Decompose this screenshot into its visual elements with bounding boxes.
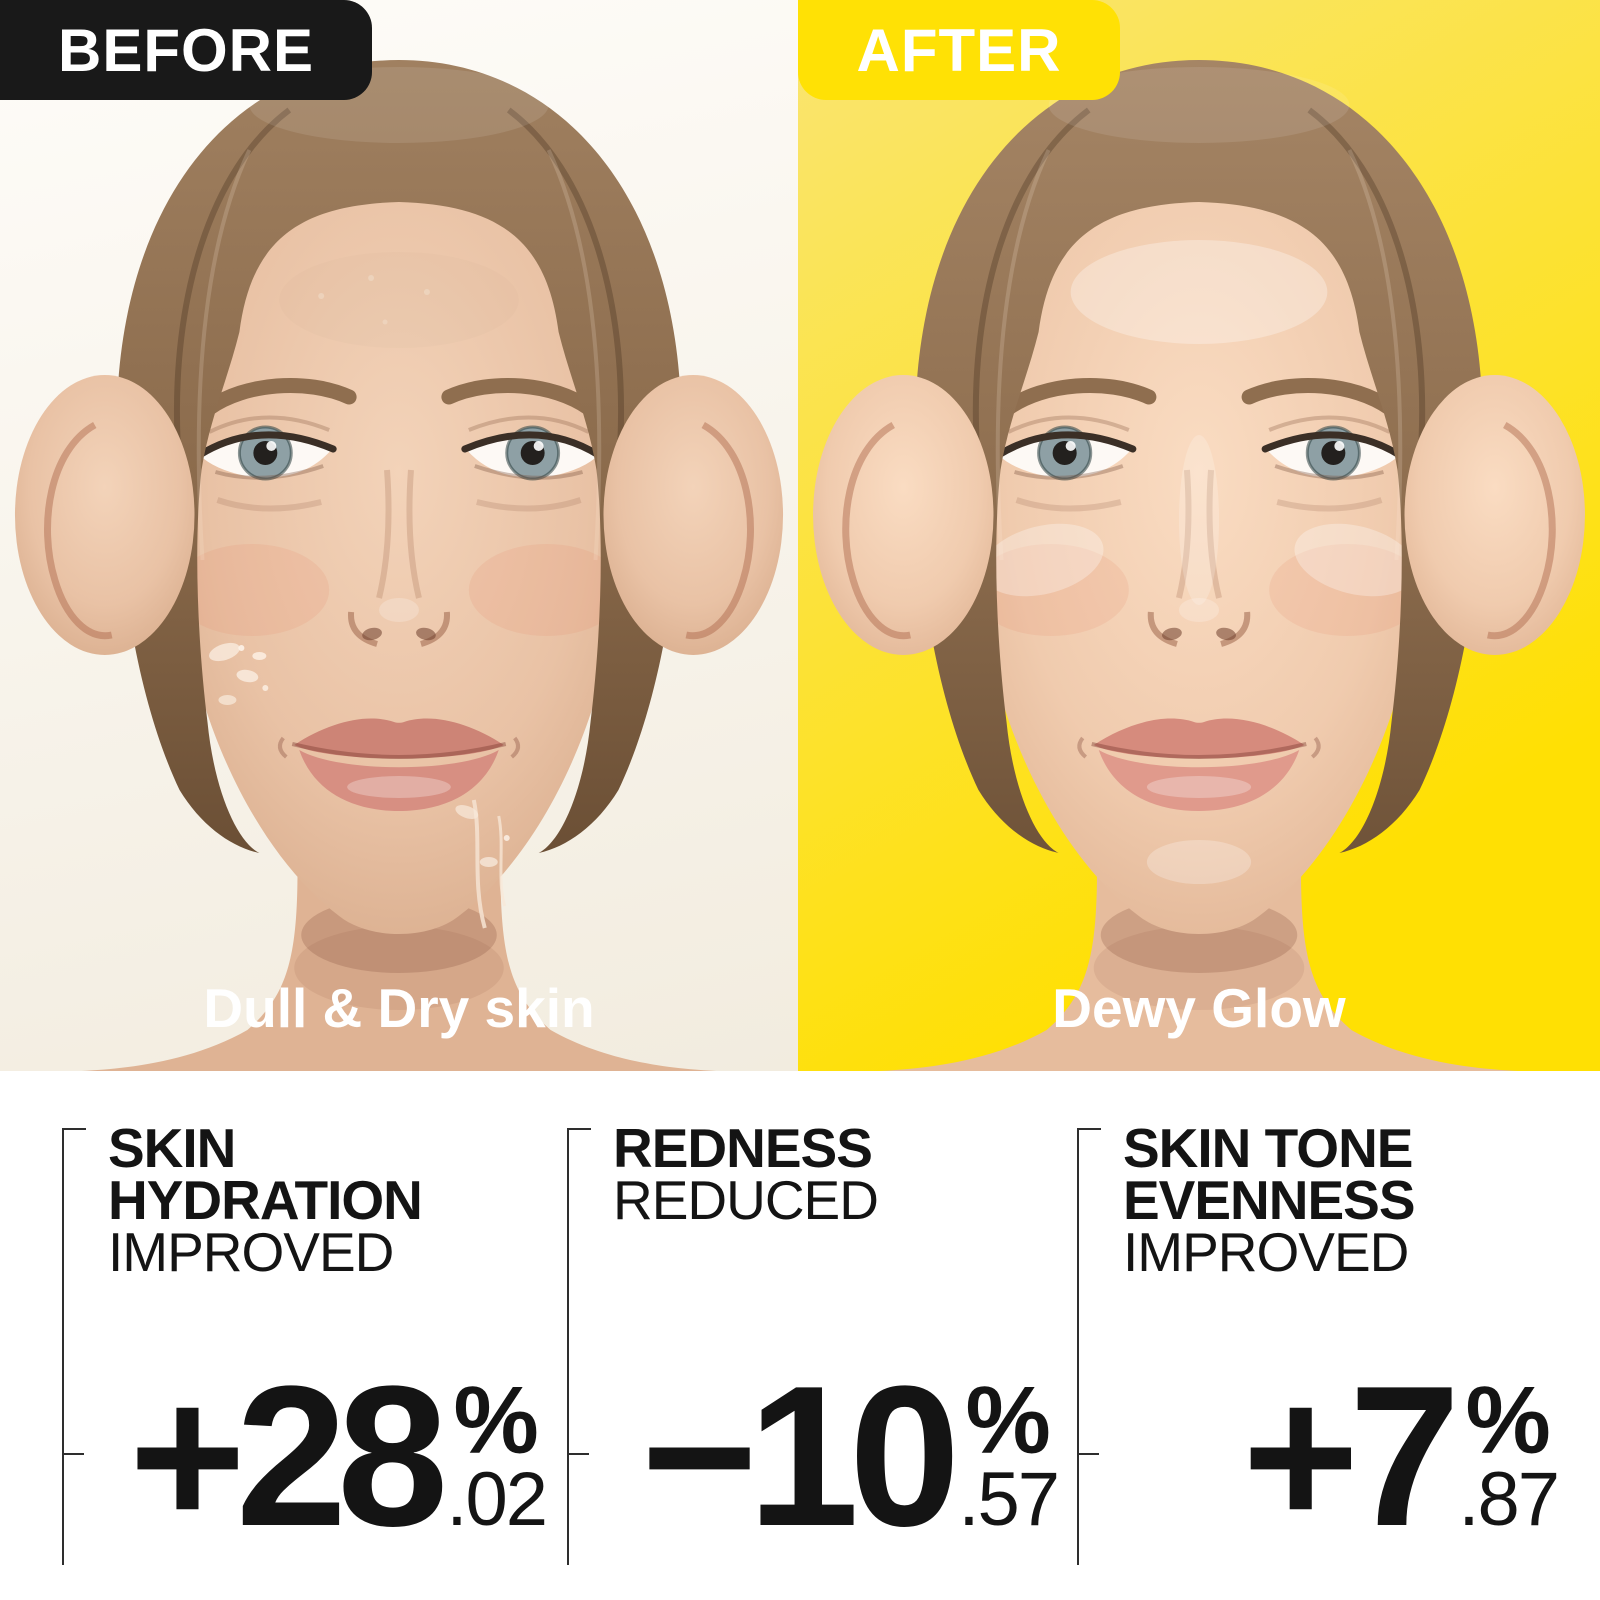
after-badge-label: AFTER [856, 16, 1062, 84]
stat-number-fraction: % .57 [958, 1367, 1060, 1542]
stat-heading: REDNESS REDUCED [613, 1117, 1072, 1231]
before-caption: Dull & Dry skin [203, 977, 595, 1039]
stat-number-main: −10 [641, 1345, 960, 1568]
stat-value: +28% .02 [129, 1357, 548, 1557]
before-panel: BEFORE Dull & Dry skin [0, 0, 798, 1071]
before-photo [0, 0, 798, 1071]
stat-number-fraction: % .02 [446, 1367, 548, 1542]
stat-value: −10% .57 [641, 1357, 1060, 1557]
stat-heading-line: HYDRATION [108, 1169, 423, 1231]
stat-bracket [567, 1128, 595, 1565]
percent-sign: % [453, 1367, 539, 1475]
after-caption: Dewy Glow [1052, 977, 1346, 1039]
stat-heading: SKIN TONE EVENNESS IMPROVED [1123, 1117, 1572, 1283]
glow-highlights [981, 240, 1417, 884]
stat-number-decimal: .57 [958, 1457, 1060, 1542]
stat-number-decimal: .87 [1458, 1457, 1560, 1542]
stat-column-hydration: SKIN HYDRATION IMPROVED +28% .02 [62, 1121, 560, 1565]
stat-heading-line: REDNESS [613, 1117, 873, 1179]
stat-number-main: +28 [129, 1345, 448, 1568]
stat-column-evenness: SKIN TONE EVENNESS IMPROVED +7% .87 [1077, 1121, 1572, 1565]
stat-column-redness: REDNESS REDUCED −10% .57 [567, 1121, 1072, 1565]
stat-bracket [62, 1128, 90, 1565]
stat-heading-line: SKIN TONE [1123, 1117, 1413, 1179]
dry-skin-patches [209, 252, 519, 929]
after-photo [798, 0, 1600, 1071]
stat-heading-line: EVENNESS [1123, 1169, 1416, 1231]
before-badge: BEFORE [0, 0, 372, 100]
stat-number-main: +7 [1242, 1345, 1460, 1568]
stat-heading: SKIN HYDRATION IMPROVED [108, 1117, 560, 1283]
stat-bracket [1077, 1128, 1105, 1565]
percent-sign: % [1465, 1367, 1551, 1475]
stat-heading-line: REDUCED [613, 1169, 879, 1231]
after-badge: AFTER [798, 0, 1120, 100]
after-portrait-illustration [813, 60, 1585, 1071]
percent-sign: % [965, 1367, 1051, 1475]
stat-number-fraction: % .87 [1458, 1367, 1560, 1542]
before-badge-label: BEFORE [57, 16, 315, 84]
before-portrait-illustration [14, 60, 784, 1071]
stats-section: SKIN HYDRATION IMPROVED +28% .02 REDNESS … [0, 1071, 1600, 1600]
after-panel: AFTER Dewy Glow [798, 0, 1600, 1071]
stat-value: +7% .87 [1242, 1357, 1560, 1557]
stat-heading-line: IMPROVED [1123, 1221, 1409, 1283]
stat-heading-line: IMPROVED [108, 1221, 394, 1283]
photo-comparison: BEFORE Dull & Dry skin [0, 0, 1600, 1071]
stat-number-decimal: .02 [446, 1457, 548, 1542]
stat-heading-line: SKIN [108, 1117, 236, 1179]
